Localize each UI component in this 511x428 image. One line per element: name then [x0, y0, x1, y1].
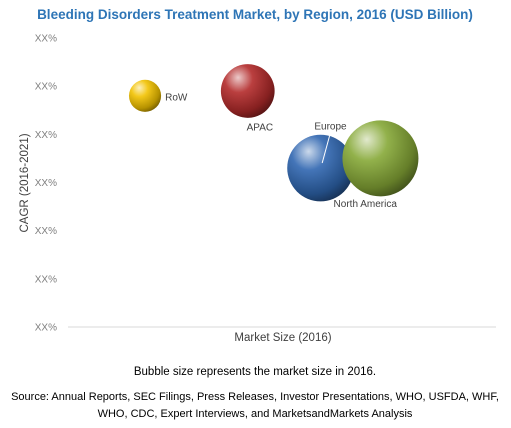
y-tick-label: XX%: [35, 323, 57, 334]
y-axis-title: CAGR (2016-2021): [19, 133, 31, 232]
bubble-label-europe: Europe: [314, 121, 347, 132]
bubble-label-apac: APAC: [247, 122, 274, 133]
y-tick-label: XX%: [35, 178, 57, 189]
y-tick-label: XX%: [35, 226, 57, 237]
bubble-row: [128, 79, 162, 112]
y-tick-label: XX%: [35, 82, 57, 93]
bubble-north-america: [342, 120, 419, 197]
y-tick-label: XX%: [35, 130, 57, 141]
bubble-size-note: Bubble size represents the market size i…: [134, 366, 376, 378]
y-axis-ticks: XX% XX% XX% XX% XX% XX% XX%: [35, 34, 57, 334]
chart-title: Bleeding Disorders Treatment Market, by …: [37, 7, 473, 22]
bubble-europe: [287, 134, 354, 202]
leader-line: [321, 132, 331, 164]
y-tick-label: XX%: [35, 34, 57, 45]
bubbles-layer: RoW APAC Europe North America: [128, 64, 419, 210]
source-line-1: Source: Annual Reports, SEC Filings, Pre…: [11, 391, 499, 403]
x-axis-title: Market Size (2016): [234, 332, 331, 344]
bubble-apac: [220, 64, 275, 118]
bubble-label-row: RoW: [165, 92, 188, 103]
y-tick-label: XX%: [35, 274, 57, 285]
bubble-label-north-america: North America: [334, 199, 398, 210]
source-line-2: WHO, CDC, Expert Interviews, and Markets…: [98, 408, 413, 420]
